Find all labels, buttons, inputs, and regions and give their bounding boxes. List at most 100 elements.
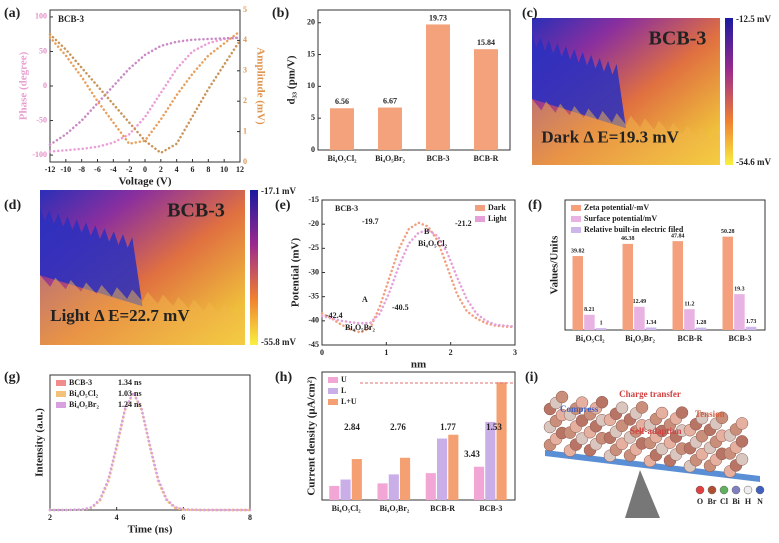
diagram-label: Tension	[695, 409, 725, 419]
y-tick-label: -25	[308, 243, 319, 252]
color-bar	[725, 18, 733, 165]
y2-axis-label: Amplitude (mV)	[254, 47, 266, 125]
bar	[340, 479, 351, 500]
x-tick-label: 0	[143, 165, 147, 174]
legend-label: Bi₄O₅Br₂	[69, 400, 99, 409]
y-tick-label: -50	[36, 115, 47, 124]
x-tick-label: Bi₄O₅Br₂	[625, 334, 655, 343]
surface-title: BCB-3	[649, 28, 707, 50]
x-tick-label: 10	[220, 165, 228, 174]
bar	[645, 327, 657, 330]
y-tick-label: 20	[307, 18, 315, 27]
bar	[595, 328, 607, 330]
legend-label: BCB-3	[69, 378, 92, 387]
y-axis-label: Potential (mV)	[290, 237, 302, 307]
legend-swatch	[571, 205, 581, 211]
data-line	[48, 36, 242, 153]
x-tick-label: 4	[175, 165, 179, 174]
plot-frame	[49, 374, 251, 511]
y-tick-label: 15	[307, 49, 315, 58]
x-tick-label: Bi₄O₅Br₂	[379, 504, 409, 513]
data-line	[48, 389, 252, 512]
bar	[634, 306, 645, 330]
bar	[734, 294, 745, 330]
y-axis-label: Current density (μA/cm²)	[306, 376, 318, 496]
x-tick-label: BCB-R	[474, 154, 499, 163]
panel-label: (c)	[522, 6, 538, 21]
y-axis-label: Values/Units	[549, 235, 561, 295]
y-tick-label: -100	[32, 150, 47, 159]
bar	[425, 473, 436, 500]
atom-label: Cl	[720, 497, 729, 506]
y-tick-label: -35	[308, 291, 319, 300]
legend-label: Zeta potential/-mV	[584, 203, 649, 212]
x-tick-label: -8	[78, 165, 85, 174]
x-tick-label: 2	[159, 165, 163, 174]
y-tick-label: -20	[308, 219, 319, 228]
atom	[735, 435, 749, 448]
panel-label: (g)	[4, 370, 21, 385]
plot-frame	[564, 199, 766, 331]
bar	[448, 434, 459, 500]
data-label: 6.56	[335, 97, 349, 106]
x-tick-label: -6	[94, 165, 101, 174]
bar	[745, 326, 757, 330]
panel-label: (b)	[272, 6, 289, 21]
diagram-label: Self-adaption	[630, 426, 682, 436]
annotation: 1.53	[486, 422, 502, 432]
surface-ridge	[40, 275, 245, 345]
y-tick-label: 10	[307, 81, 315, 90]
x-tick-label: 6	[181, 513, 185, 522]
atom	[655, 406, 669, 420]
y-axis-label: Intensity (a.u.)	[34, 408, 46, 477]
legend-extra: 1.03 ns	[118, 389, 142, 398]
bar	[377, 483, 388, 500]
panel-label: (a)	[4, 6, 21, 21]
y-tick-label: 0	[311, 145, 315, 154]
bar	[378, 107, 402, 150]
bar	[329, 485, 340, 500]
atom-key	[695, 485, 705, 495]
scale-max: -12.5 mV	[736, 14, 771, 24]
y2-tick-label: 1	[243, 126, 247, 135]
atom	[715, 411, 729, 425]
x-tick-label: 2	[449, 348, 453, 357]
data-line	[48, 30, 242, 146]
x-tick-label: Bi₄O₅Cl₂	[576, 334, 606, 343]
atom-key	[719, 485, 729, 495]
annotation: -19.7	[362, 217, 379, 226]
plot-frame	[317, 9, 511, 151]
legend-label: L	[341, 386, 346, 395]
x-axis-label: nm	[411, 359, 426, 371]
x-tick-label: BCB-3	[426, 154, 449, 163]
bar	[684, 309, 695, 330]
bar	[388, 474, 399, 500]
annotation: BCB-3	[335, 204, 358, 213]
annotation: Bi₄O₅Br₂	[345, 323, 375, 332]
legend-label: Relative built-in electric filed	[584, 225, 684, 234]
bar	[496, 382, 507, 500]
atom-label: Bi	[732, 497, 740, 506]
y-tick-label: -45	[308, 340, 319, 349]
x-tick-label: BCB-3	[479, 504, 502, 513]
x-tick-label: -12	[45, 165, 56, 174]
data-label: 47.84	[671, 234, 685, 240]
x-tick-label: 3	[513, 348, 517, 357]
scale-min: -54.6 mV	[736, 157, 771, 167]
x-axis-label: Voltage (V)	[118, 176, 171, 188]
legend-swatch	[56, 391, 66, 397]
legend-swatch	[475, 216, 485, 222]
data-label: 8.21	[584, 307, 595, 313]
atom	[735, 453, 749, 466]
fulcrum	[625, 470, 660, 518]
annotation: 2.76	[390, 422, 406, 432]
x-axis-label: Time (ns)	[128, 524, 173, 536]
data-line	[320, 221, 517, 334]
atom-label: H	[745, 497, 752, 506]
y2-tick-label: 2	[243, 96, 247, 105]
panel-label: (h)	[275, 370, 292, 385]
x-tick-label: Bi₄O₅Br₂	[375, 154, 405, 163]
data-label: 15.84	[477, 38, 495, 47]
surface-peak	[40, 207, 143, 307]
